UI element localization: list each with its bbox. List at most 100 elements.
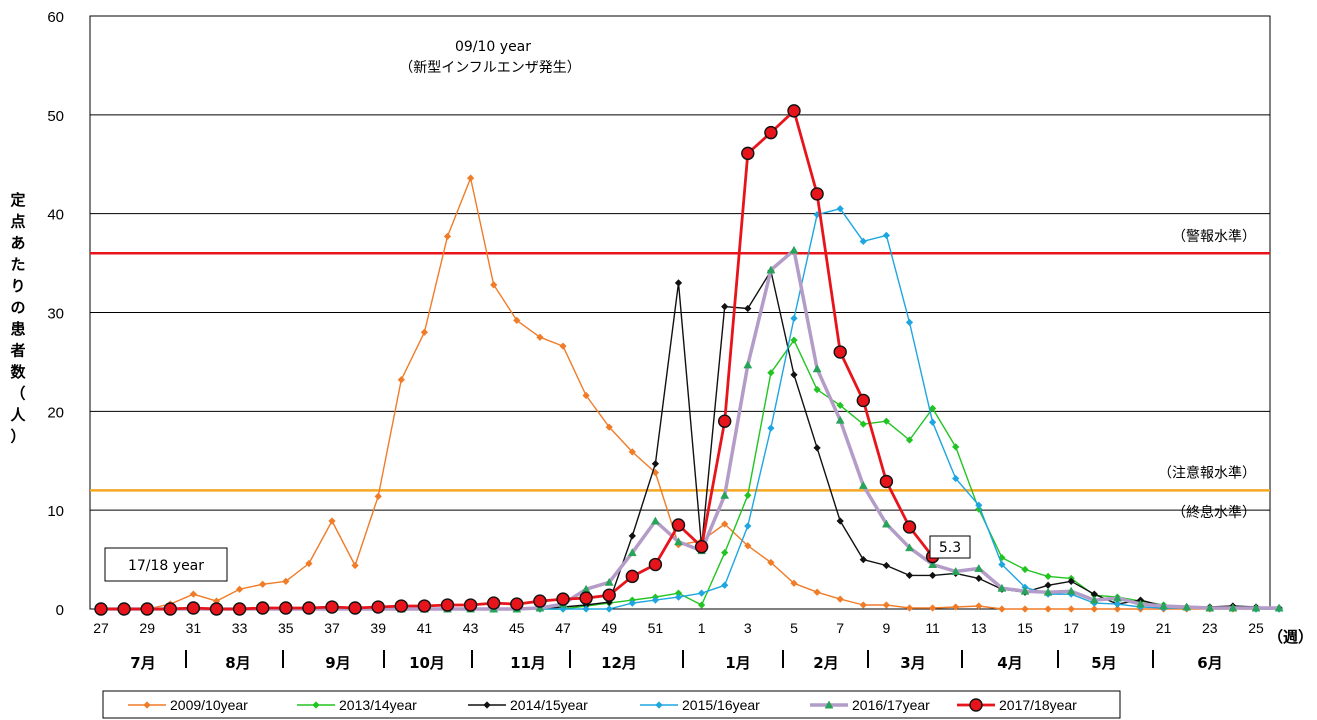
y-tick-label: 40 (47, 207, 64, 224)
month-label: 11月 (510, 654, 546, 672)
data-point (928, 418, 937, 426)
data-point (1044, 572, 1052, 581)
data-point (1205, 603, 1215, 612)
data-point (744, 491, 752, 499)
month-label: 5月 (1091, 654, 1116, 672)
series-line (101, 177, 1280, 610)
data-point (767, 369, 775, 377)
data-point (487, 596, 501, 610)
data-point (235, 585, 244, 593)
data-point (928, 604, 937, 612)
data-point (1044, 605, 1052, 613)
legend-item: 2015/16year (640, 697, 760, 713)
legend-label: 2014/15year (510, 697, 588, 713)
data-point (767, 424, 775, 432)
data-point (836, 401, 844, 410)
x-tick-label: 1 (698, 620, 706, 636)
x-tick-label: 29 (139, 620, 155, 636)
data-point (605, 605, 613, 613)
month-label: 7月 (130, 654, 155, 672)
data-point (651, 460, 660, 468)
season-box (104, 547, 228, 582)
data-point (1067, 577, 1075, 585)
data-point (836, 517, 844, 525)
data-point (833, 345, 847, 359)
data-point (510, 597, 524, 611)
data-point (721, 302, 729, 311)
data-point (650, 516, 660, 525)
x-tick-label: 7 (836, 620, 844, 636)
data-point (628, 532, 636, 540)
data-point (325, 600, 339, 614)
data-point (881, 519, 891, 528)
grid-lines (90, 114, 1270, 511)
x-tick-label: 13 (971, 620, 987, 636)
data-point (1113, 600, 1122, 608)
data-point (744, 304, 752, 313)
data-point (256, 601, 270, 615)
data-point (928, 404, 937, 412)
data-point (117, 602, 131, 616)
data-point (882, 601, 891, 609)
data-point (655, 701, 663, 709)
data-point (767, 558, 775, 567)
data-point (628, 599, 636, 607)
data-point (882, 231, 891, 240)
data-point (813, 385, 821, 394)
series-2017/18year (94, 104, 940, 616)
legend-item: 2009/10year (128, 697, 248, 713)
data-point (259, 580, 267, 588)
data-point (813, 444, 821, 452)
series-group (94, 104, 1284, 616)
legend-label: 2013/14year (339, 697, 417, 713)
data-point (1113, 605, 1122, 613)
x-tick-label: 43 (463, 620, 479, 636)
data-point (483, 701, 491, 709)
data-point (1089, 595, 1099, 604)
month-labels: 7月 8月 9月 10月 11月 12月 1月 2月 3月 4月 5月 6月 (130, 650, 1223, 672)
data-point (721, 549, 729, 557)
month-label: 6月 (1197, 654, 1222, 672)
legend-label: 2009/10year (170, 697, 248, 713)
data-point (604, 577, 614, 586)
data-point (790, 336, 798, 344)
month-label: 1月 (725, 654, 750, 672)
data-point (1067, 605, 1075, 613)
month-label: 8月 (225, 654, 250, 672)
annotation-top-subtitle: （新型インフルエンザ発生） (399, 60, 581, 76)
data-point (328, 517, 336, 525)
data-point (536, 333, 544, 341)
x-tick-label: 31 (186, 620, 202, 636)
data-point (1274, 603, 1284, 612)
data-point (720, 490, 730, 499)
reference-line-label: （警報水準） (1172, 229, 1256, 245)
data-point (490, 281, 498, 289)
x-axis-ticks: 27 29 31 33 35 37 39 41 43 45 47 49 51 1 3 5 7 9 11 13 15 17 1… (93, 620, 1264, 636)
data-point (351, 561, 359, 570)
data-point (905, 318, 914, 327)
data-point (582, 391, 590, 400)
x-tick-label: 41 (417, 620, 433, 636)
legend-item: 2013/14year (297, 697, 417, 713)
data-point (371, 600, 385, 614)
data-point (463, 598, 478, 612)
data-point (513, 316, 521, 325)
data-point (394, 599, 408, 613)
data-point (902, 520, 917, 534)
x-tick-label: 5 (790, 620, 798, 636)
data-point (282, 577, 290, 585)
data-point (743, 360, 753, 369)
data-point (744, 522, 752, 530)
data-point (674, 537, 683, 546)
data-point (997, 583, 1007, 592)
data-point (374, 492, 382, 500)
data-point (974, 563, 984, 572)
data-point (440, 598, 455, 612)
data-point (209, 602, 224, 616)
data-point (859, 601, 867, 609)
last-value-label: 5.3 (939, 540, 961, 556)
x-tick-label: 45 (509, 620, 525, 636)
month-label: 12月 (601, 654, 637, 672)
data-point (905, 571, 914, 580)
